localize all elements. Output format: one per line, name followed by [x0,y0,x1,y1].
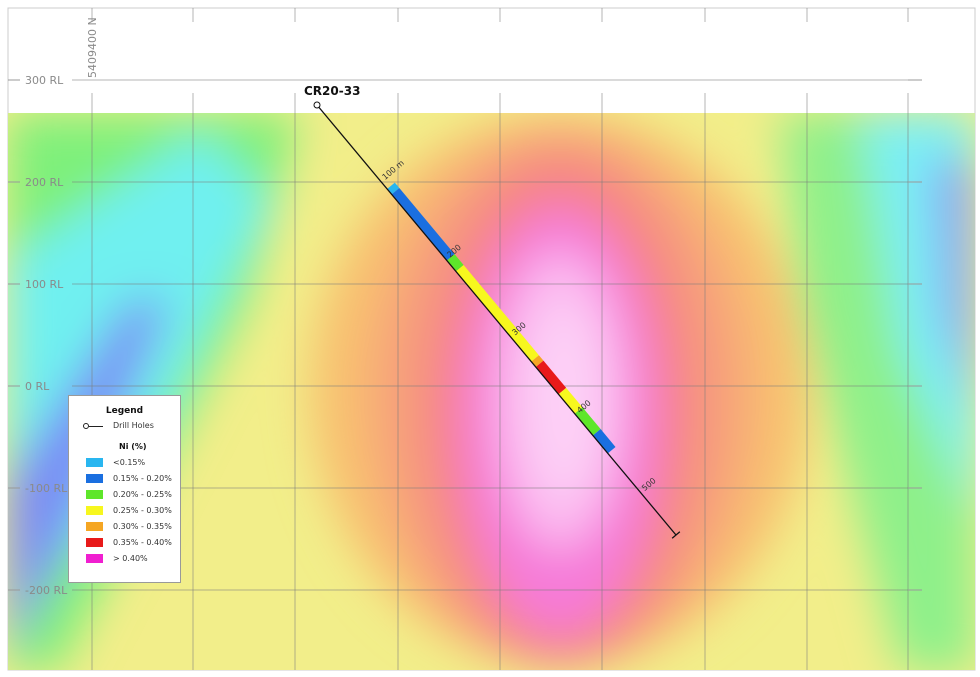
assay-interval[interactable] [592,429,616,454]
legend-swatch [86,554,103,563]
drill-hole-collar-icon[interactable] [313,101,321,109]
legend-item: 0.25% - 0.30% [86,505,180,516]
drill-hole-name: CR20-33 [304,84,360,98]
legend-items: <0.15% 0.15% - 0.20% 0.20% - 0.25% 0.25% - … [69,457,180,564]
legend-item-label: 0.25% - 0.30% [113,506,172,515]
legend-swatch [86,538,103,547]
legend: Legend Drill Holes Ni (%) <0.15% 0.15% - … [68,395,181,583]
legend-item: 0.20% - 0.25% [86,489,180,500]
assay-interval[interactable] [558,387,583,414]
grid-lines [91,8,909,670]
legend-item: > 0.40% [86,553,180,564]
legend-drill-holes: Drill Holes [83,421,180,430]
assay-interval[interactable] [455,264,539,362]
legend-item-label: 0.20% - 0.25% [113,490,172,499]
grade-model-shell [8,113,975,670]
legend-item-label: <0.15% [113,458,146,467]
rl-label: 200 RL [25,176,64,189]
rl-label: 100 RL [25,278,64,291]
legend-ni-title: Ni (%) [119,442,147,451]
end-of-hole-marker [671,531,681,539]
assay-interval[interactable] [531,355,544,368]
drill-hole-trace[interactable] [316,104,677,536]
legend-item: <0.15% [86,457,180,468]
legend-swatch [86,522,103,531]
legend-item: 0.30% - 0.35% [86,521,180,532]
assay-interval[interactable] [535,360,567,395]
rl-axis: 300 RL 200 RL 100 RL 0 RL -100 RL -200 RL [8,74,922,597]
legend-item-label: 0.30% - 0.35% [113,522,172,531]
legend-drill-holes-label: Drill Holes [113,421,154,430]
legend-swatch [86,458,103,467]
legend-swatch [86,474,103,483]
assay-interval[interactable] [387,182,400,195]
assay-interval[interactable] [574,407,601,436]
rl-label: -200 RL [25,584,68,597]
rl-label: -100 RL [25,482,68,495]
drill-hole-symbol-icon [83,422,103,430]
legend-item-label: > 0.40% [113,554,148,563]
assay-interval[interactable] [446,254,464,272]
legend-swatch [86,490,103,499]
legend-title: Legend [105,406,144,416]
legend-item-label: 0.35% - 0.40% [113,538,172,547]
assay-interval[interactable] [391,188,455,261]
legend-item-label: 0.15% - 0.20% [113,474,172,483]
rl-label: 300 RL [25,74,64,87]
legend-item: 0.15% - 0.20% [86,473,180,484]
legend-item: 0.35% - 0.40% [86,537,180,548]
legend-swatch [86,506,103,515]
northing-label: 5409400 N [86,17,99,78]
rl-label: 0 RL [25,380,50,393]
